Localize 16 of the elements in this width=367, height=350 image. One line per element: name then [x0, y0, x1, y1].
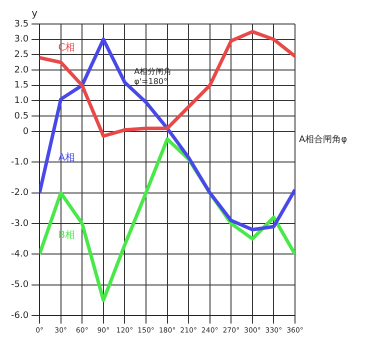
y-tick-label: -3.0 — [11, 218, 29, 229]
y-tick-label: 2.0 — [14, 65, 29, 76]
y-tick-label: 0.5 — [14, 111, 29, 122]
y-tick-label: 1.0 — [14, 96, 29, 106]
y-tick-label: -6.0 — [11, 310, 29, 321]
y-tick-label: 3.5 — [14, 19, 29, 30]
y-tick-label: -4.0 — [11, 250, 29, 260]
y-tick-label: 1.5 — [14, 80, 29, 91]
y-tick-label: -5.0 — [11, 280, 29, 290]
y-tick-label: -2.0 — [11, 188, 29, 198]
y-tick-label: 3.0 — [14, 34, 29, 45]
y-tick-label: 2.5 — [14, 50, 29, 60]
y-tick-label: 0 — [22, 126, 29, 137]
y-axis-title: y — [32, 8, 38, 20]
y-tick-label: -1.0 — [11, 157, 29, 168]
x-axis-title: A相合闸角φ — [299, 134, 348, 145]
